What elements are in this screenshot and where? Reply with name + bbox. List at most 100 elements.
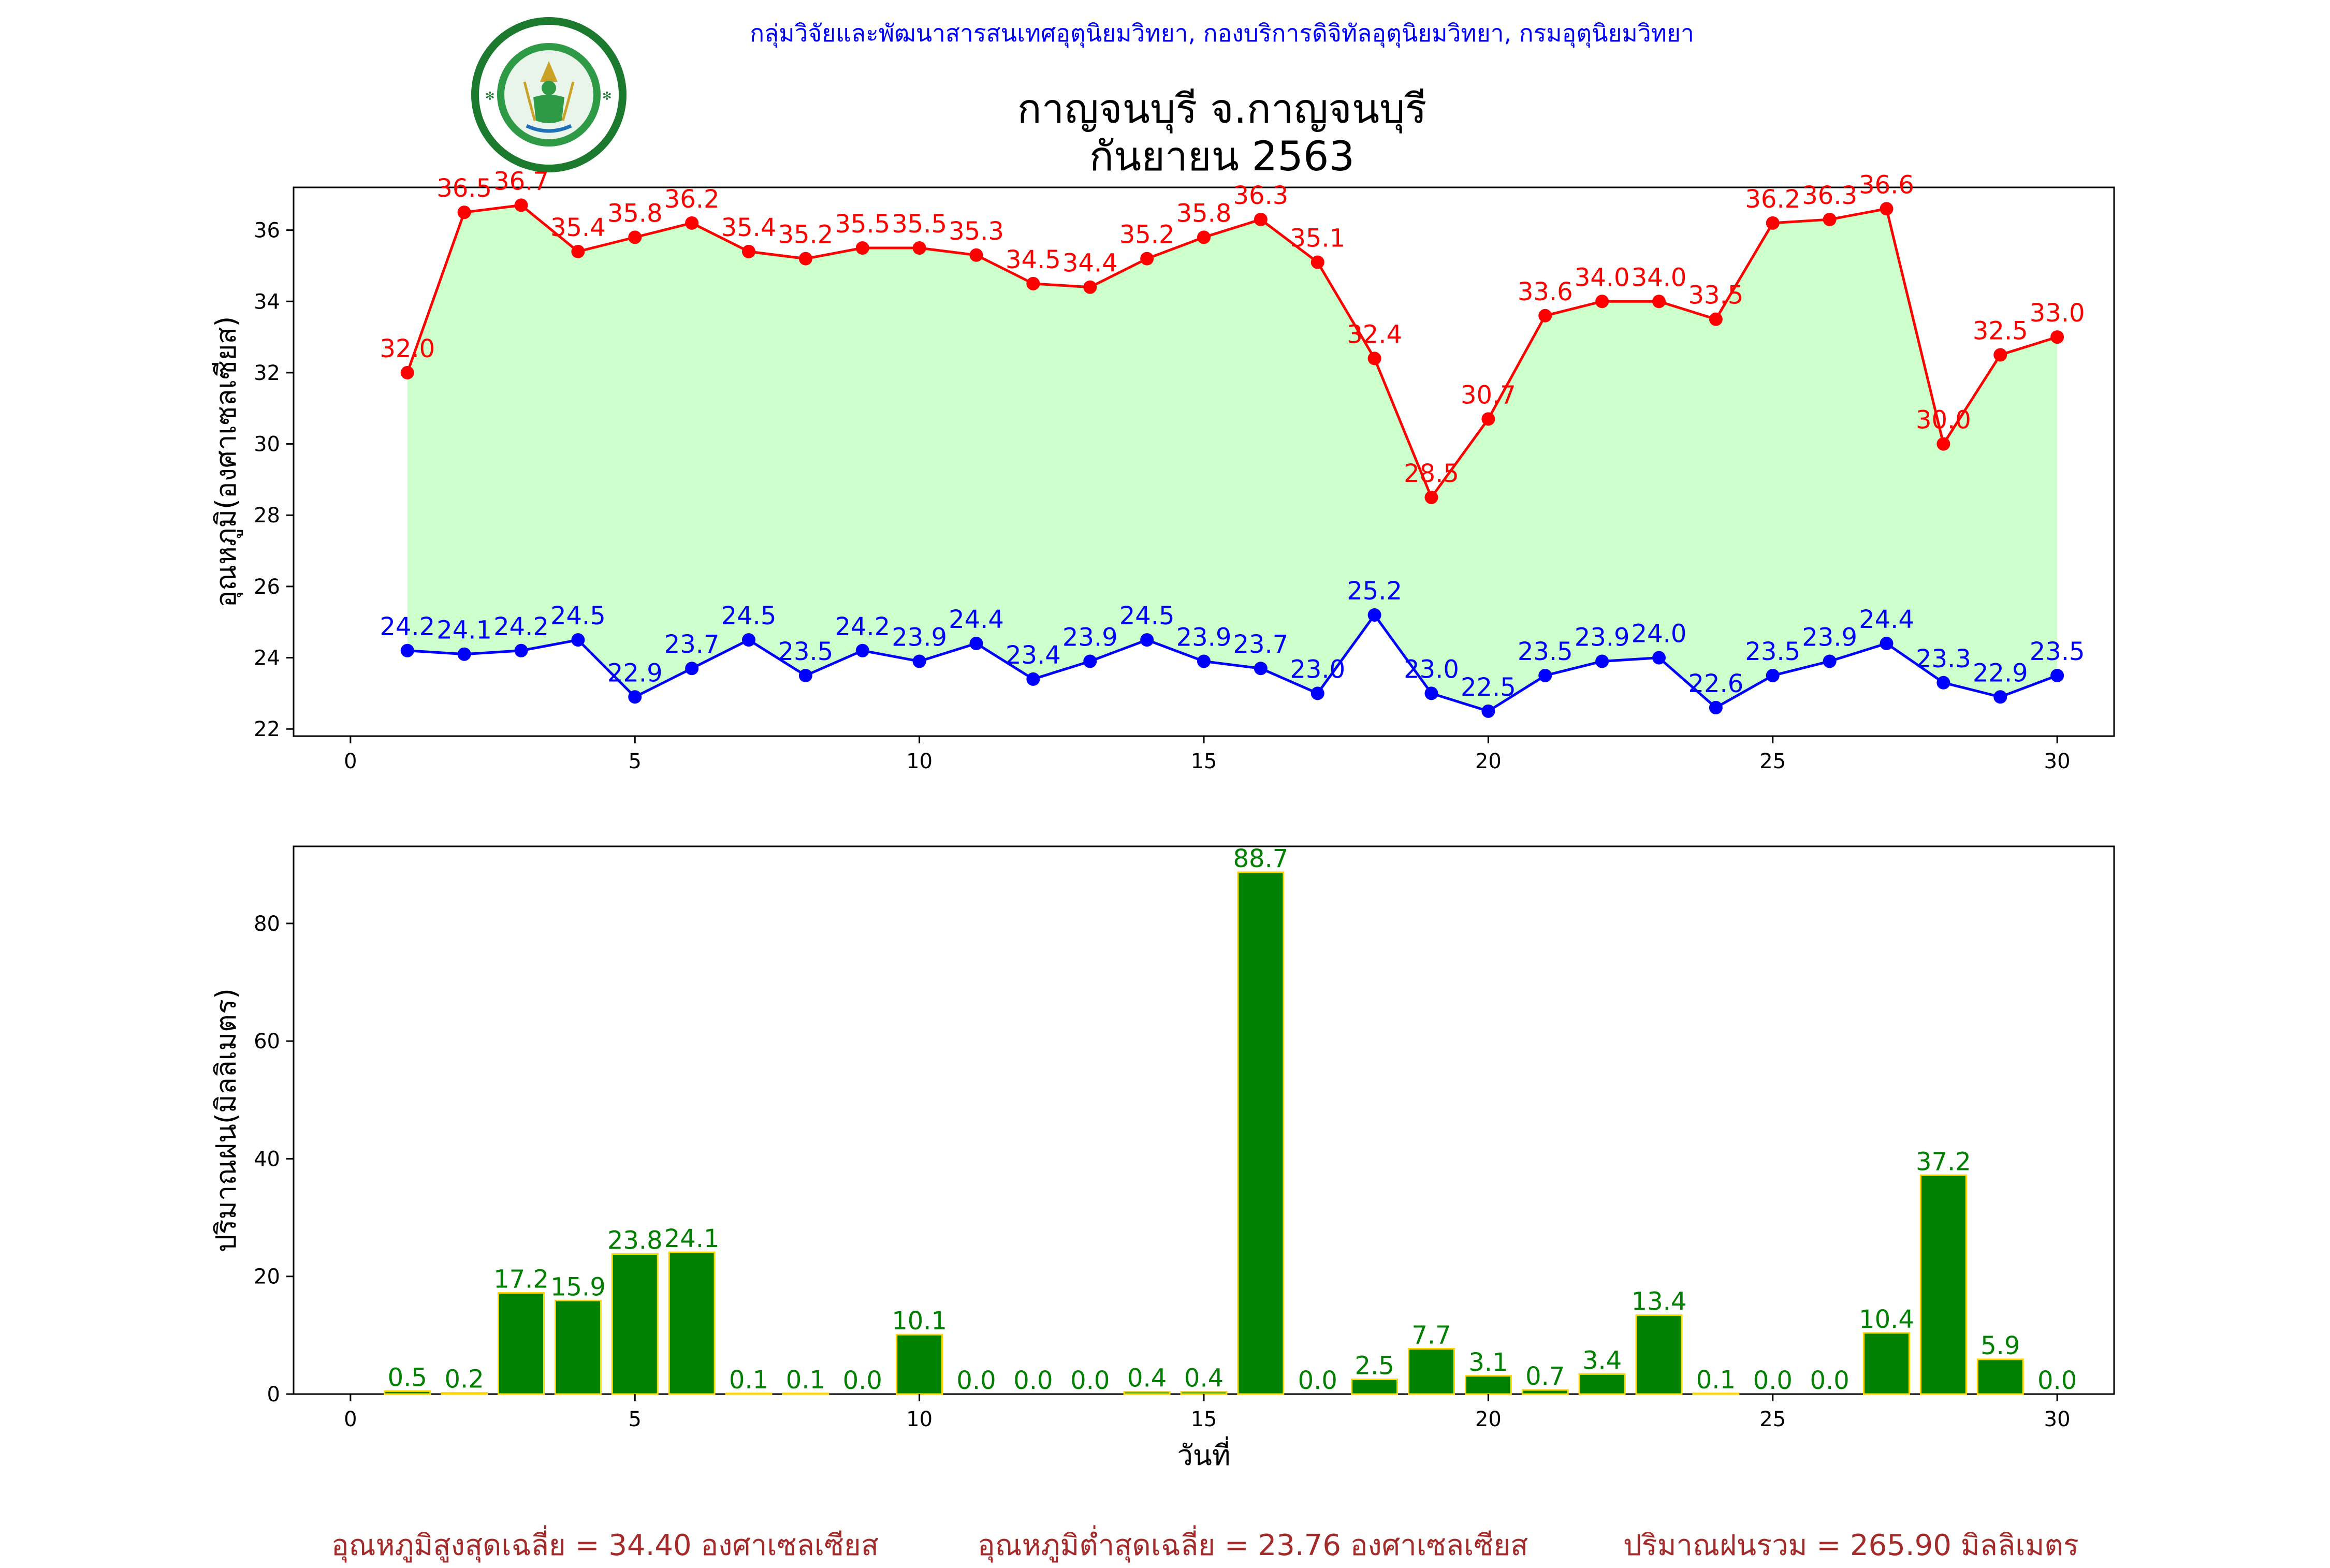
min-temperature-point — [400, 643, 414, 657]
min-temperature-point — [1367, 608, 1381, 622]
rainfall-bar — [498, 1292, 545, 1395]
rainfall-bar-label: 0.1 — [1696, 1366, 1736, 1395]
temperature-y-tick-label: 28 — [254, 504, 280, 527]
max-temperature-point — [400, 365, 414, 379]
min-temperature-label: 24.5 — [1119, 602, 1175, 631]
rainfall-chart: 0.5 0.2 17.2 15.923.8 24.1 0.1 0.1 0.0 10.1 0.0 0.… — [210, 844, 2115, 1472]
rainfall-bar-label: 0.0 — [1753, 1366, 1793, 1395]
rainfall-bar-label: 0.1 — [786, 1366, 825, 1395]
rainfall-bar — [611, 1253, 659, 1395]
rainfall-bar — [1919, 1174, 1967, 1395]
min-temperature-label: 23.7 — [1233, 630, 1288, 659]
deity-emblem-icon — [523, 61, 575, 133]
max-temperature-label: 34.0 — [1632, 263, 1687, 292]
rainfall-y-tick-label: 0 — [267, 1383, 280, 1406]
min-temperature-point — [1083, 654, 1097, 668]
min-temperature-label: 22.6 — [1688, 669, 1743, 698]
rainfall-bar-label: 3.4 — [1582, 1346, 1622, 1375]
rainfall-x-tick-label: 10 — [906, 1408, 933, 1431]
max-temperature-label: 32.0 — [380, 334, 435, 363]
rainfall-bar-label: 15.9 — [550, 1272, 606, 1301]
min-temperature-point — [1709, 700, 1723, 714]
temperature-x-tick-label: 10 — [906, 750, 933, 773]
max-temperature-point — [1254, 212, 1268, 226]
temperature-x-tick-label: 5 — [629, 750, 642, 773]
max-temperature-point — [1367, 351, 1381, 365]
max-temperature-point — [1766, 216, 1780, 230]
max-temperature-point — [628, 230, 642, 244]
min-temperature-point — [1993, 690, 2007, 704]
rainfall-y-tick-label: 40 — [254, 1147, 280, 1171]
rainfall-bar-label: 7.7 — [1411, 1321, 1451, 1350]
max-temperature-point — [1140, 252, 1154, 266]
min-temperature-label: 22.9 — [607, 658, 663, 687]
max-temperature-label: 33.5 — [1688, 281, 1743, 310]
temperature-y-tick-label: 32 — [254, 361, 280, 385]
min-temperature-point — [2050, 668, 2064, 682]
min-temperature-label: 24.4 — [1859, 605, 1914, 634]
min-temperature-point — [855, 643, 869, 657]
rainfall-bar-label: 0.4 — [1127, 1364, 1167, 1393]
max-temperature-point — [1026, 276, 1040, 290]
rainfall-bar-label: 0.0 — [956, 1366, 996, 1395]
rainfall-bar-label: 23.8 — [607, 1226, 663, 1255]
max-temperature-point — [855, 241, 869, 255]
min-temperature-label: 24.0 — [1632, 620, 1687, 649]
rainfall-bar — [668, 1251, 716, 1395]
max-temperature-point — [1936, 437, 1950, 451]
rainfall-bar-label: 13.4 — [1632, 1287, 1687, 1316]
temperature-x-tick-label: 30 — [2044, 750, 2071, 773]
max-temperature-label: 35.2 — [778, 221, 833, 250]
max-temperature-point — [798, 252, 812, 266]
rainfall-y-tick-label: 80 — [254, 912, 280, 936]
min-temperature-point — [571, 633, 585, 647]
max-temperature-label: 32.5 — [1973, 317, 2028, 346]
min-temperature-line — [407, 612, 2058, 713]
min-temperature-label: 24.2 — [835, 612, 890, 641]
min-temperature-label: 22.5 — [1461, 673, 1516, 702]
rainfall-x-tick-label: 30 — [2044, 1408, 2071, 1431]
max-temperature-label: 36.7 — [493, 167, 549, 196]
temperature-x-tick-label: 20 — [1475, 750, 1502, 773]
min-temperature-point — [1652, 651, 1666, 665]
min-temperature-point — [1254, 662, 1268, 676]
rainfall-bar — [384, 1390, 431, 1395]
max-temperature-label: 33.6 — [1518, 277, 1573, 306]
rainfall-x-tick-label: 0 — [344, 1408, 357, 1431]
min-temperature-point — [742, 633, 755, 647]
min-temperature-label: 23.3 — [1916, 644, 1971, 673]
min-temperature-point — [1766, 668, 1780, 682]
max-temperature-point — [969, 248, 983, 262]
max-temperature-point — [571, 244, 585, 258]
max-temperature-label: 36.5 — [436, 174, 492, 203]
rainfall-x-tick-label: 5 — [629, 1408, 642, 1431]
rainfall-bar — [1123, 1390, 1171, 1395]
max-temperature-point — [1595, 295, 1609, 309]
rainfall-bar-label: 10.4 — [1859, 1305, 1914, 1334]
min-temperature-point — [514, 643, 528, 657]
max-temperature-label: 28.5 — [1404, 459, 1459, 488]
max-temperature-point — [457, 206, 471, 219]
max-temperature-point — [1823, 212, 1837, 226]
temperature-y-tick-label: 26 — [254, 575, 280, 599]
min-temperature-label: 22.9 — [1973, 658, 2028, 687]
rainfall-bar-label: 0.0 — [1070, 1366, 1110, 1395]
min-temperature-point — [1197, 654, 1211, 668]
rainfall-bar — [1408, 1347, 1455, 1395]
max-temperature-point — [1197, 230, 1211, 244]
rainfall-y-tick-label: 20 — [254, 1265, 280, 1289]
rainfall-bar — [1863, 1332, 1910, 1395]
rainfall-bar-label: 0.4 — [1184, 1364, 1224, 1393]
max-temperature-point — [1481, 412, 1495, 426]
max-temperature-label: 35.2 — [1119, 221, 1175, 250]
max-temperature-label: 34.5 — [1006, 245, 1061, 274]
rainfall-bar — [896, 1333, 943, 1395]
department-header: กลุ่มวิจัยและพัฒนาสารสนเทศอุตุนิยมวิทยา,… — [750, 19, 1694, 47]
max-temperature-label: 36.2 — [664, 185, 720, 214]
rainfall-x-tick-label: 20 — [1475, 1408, 1502, 1431]
rainfall-bar-label: 0.1 — [729, 1366, 768, 1395]
min-temperature-label: 23.5 — [1518, 637, 1573, 666]
min-temperature-label: 25.2 — [1347, 577, 1402, 606]
rainfall-bar-label: 0.0 — [2037, 1366, 2077, 1395]
min-temperature-label: 23.5 — [778, 637, 833, 666]
